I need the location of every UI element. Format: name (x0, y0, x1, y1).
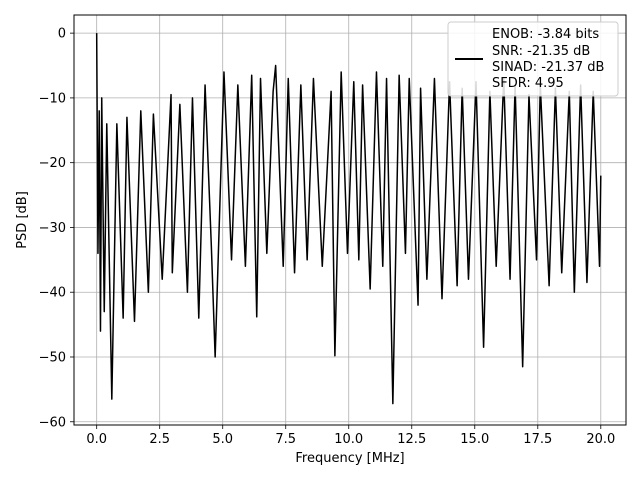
legend: ENOB: -3.84 bits SNR: -21.35 dB SINAD: -… (447, 21, 619, 97)
y-tick-label: −50 (39, 350, 66, 365)
x-tick-label: 10.0 (334, 432, 363, 447)
y-tick-label: −30 (39, 221, 66, 236)
x-tick-label: 7.5 (275, 432, 296, 447)
x-axis-label: Frequency [MHz] (295, 451, 404, 466)
x-tick-label: 0.0 (86, 432, 107, 447)
y-tick-label: −40 (39, 286, 66, 301)
axis-ticks: 0.0 2.5 5.0 7.5 10.0 12.5 15.0 17.5 20.0 0 −10 −20 −… (39, 27, 616, 447)
psd-series-line (95, 33, 602, 405)
x-tick-label: 17.5 (523, 432, 552, 447)
y-tick-label: 0 (58, 27, 66, 42)
x-tick-label: 5.0 (212, 432, 233, 447)
y-axis-label: PSD [dB] (15, 191, 30, 249)
x-tick-label: 15.0 (460, 432, 489, 447)
y-tick-label: −20 (39, 156, 66, 171)
y-tick-label: −10 (39, 91, 66, 106)
legend-box (447, 21, 619, 97)
legend-enob: ENOB: -3.84 bits (492, 27, 599, 42)
legend-snr: SNR: -21.35 dB (492, 44, 590, 59)
plot-frame (73, 14, 627, 426)
y-tick-label: −60 (39, 415, 66, 430)
legend-sinad: SINAD: -21.37 dB (492, 60, 604, 75)
legend-sfdr: SFDR: 4.95 (492, 76, 564, 91)
x-tick-label: 20.0 (586, 432, 615, 447)
x-tick-label: 12.5 (397, 432, 426, 447)
data-series (95, 33, 602, 405)
x-tick-label: 2.5 (149, 432, 170, 447)
